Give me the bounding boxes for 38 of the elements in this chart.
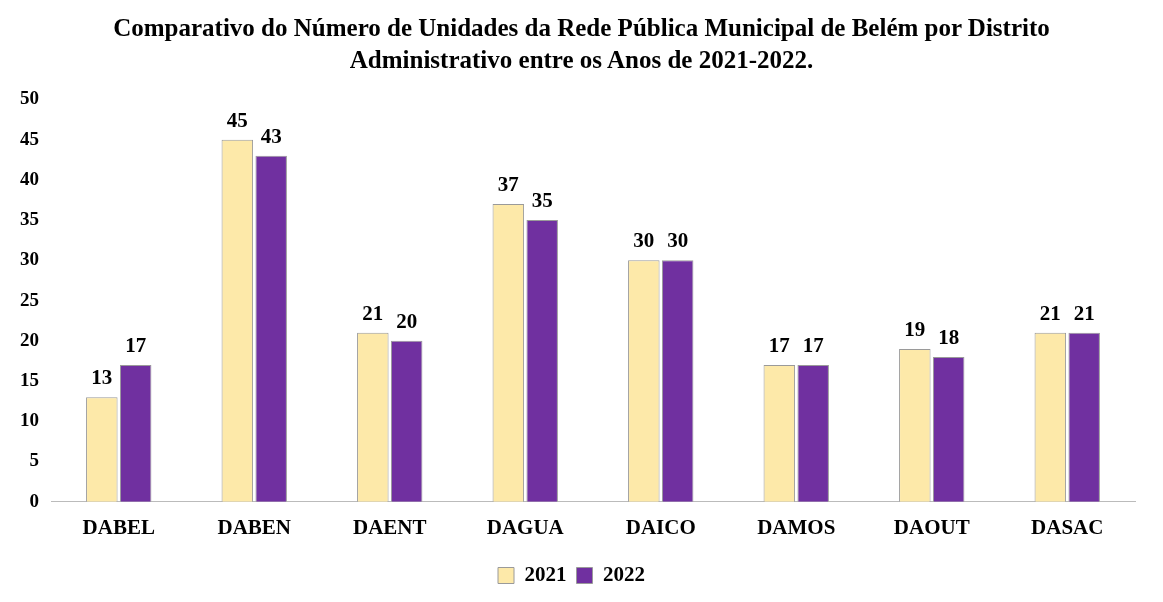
data-label: 18 bbox=[938, 324, 960, 349]
data-label: 21 bbox=[1073, 300, 1095, 325]
data-label: 43 bbox=[260, 123, 282, 148]
x-tick-label: DABEL bbox=[82, 514, 155, 539]
y-tick-label: 50 bbox=[20, 87, 39, 109]
x-tick-label: DABEN bbox=[217, 514, 292, 539]
y-tick-label: 40 bbox=[20, 167, 39, 189]
y-tick-label: 0 bbox=[29, 489, 39, 511]
data-label: 19 bbox=[904, 316, 926, 341]
data-label: 21 bbox=[362, 300, 384, 325]
y-tick-label: 25 bbox=[20, 288, 39, 310]
x-tick-label: DAMOS bbox=[757, 514, 836, 539]
data-label: 17 bbox=[125, 332, 147, 357]
legend-label: 2022 bbox=[603, 561, 645, 586]
x-tick-label: DAICO bbox=[625, 514, 696, 539]
data-label: 17 bbox=[802, 332, 824, 357]
data-label: 21 bbox=[1039, 300, 1061, 325]
data-label: 13 bbox=[91, 365, 113, 390]
chart-title: Comparativo do Número de Unidades da Rede Pública Municipal de Belém por Distrito Administrativo entre os Anos de 2021-2022. bbox=[112, 13, 1051, 75]
data-label: 20 bbox=[396, 308, 418, 333]
data-label: 37 bbox=[497, 171, 519, 196]
data-label: 35 bbox=[531, 188, 553, 213]
data-label: 30 bbox=[633, 228, 655, 253]
y-tick-label: 20 bbox=[20, 328, 39, 350]
data-label: 17 bbox=[768, 332, 790, 357]
y-tick-label: 15 bbox=[20, 368, 39, 390]
x-tick-label: DAOUT bbox=[893, 514, 970, 539]
x-tick-label: DAENT bbox=[352, 514, 427, 539]
x-tick-label: DAGUA bbox=[486, 514, 565, 539]
y-tick-label: 10 bbox=[20, 409, 39, 431]
x-tick-label: DASAC bbox=[1031, 514, 1104, 539]
y-tick-label: 5 bbox=[29, 449, 39, 471]
data-label: 30 bbox=[667, 228, 689, 253]
y-tick-label: 30 bbox=[20, 248, 39, 270]
data-label: 45 bbox=[226, 107, 248, 132]
y-tick-label: 45 bbox=[20, 127, 39, 149]
legend-label: 2021 bbox=[524, 561, 567, 586]
y-tick-label: 35 bbox=[20, 208, 39, 230]
